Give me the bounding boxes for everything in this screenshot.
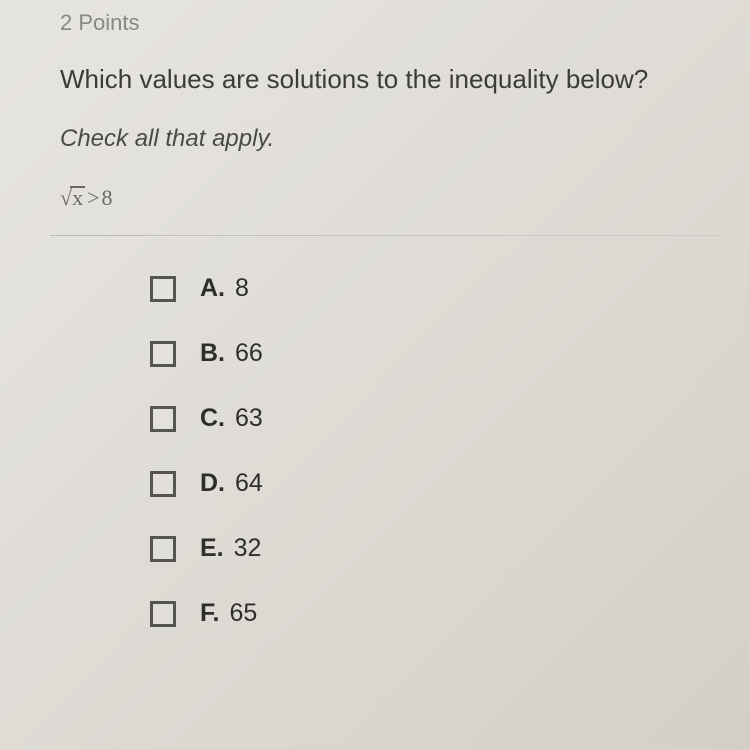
points-label: 2 Points — [60, 10, 710, 36]
option-row[interactable]: B. 66 — [150, 339, 710, 368]
checkbox[interactable] — [150, 471, 176, 497]
option-row[interactable]: F. 65 — [150, 599, 710, 628]
option-letter: F. — [200, 599, 219, 628]
operator: > — [87, 185, 99, 211]
divider — [50, 235, 720, 236]
option-value: 66 — [235, 339, 263, 368]
option-label: A. 8 — [200, 274, 249, 303]
rhs: 8 — [102, 185, 113, 211]
option-letter: B. — [200, 339, 225, 368]
option-letter: D. — [200, 469, 225, 498]
inequality-expression: √ x > 8 — [60, 185, 710, 211]
checkbox[interactable] — [150, 341, 176, 367]
option-letter: C. — [200, 404, 225, 433]
radicand: x — [70, 185, 85, 211]
option-row[interactable]: D. 64 — [150, 469, 710, 498]
option-label: E. 32 — [200, 534, 261, 563]
option-row[interactable]: A. 8 — [150, 274, 710, 303]
option-value: 32 — [234, 534, 262, 563]
option-label: C. 63 — [200, 404, 263, 433]
option-row[interactable]: E. 32 — [150, 534, 710, 563]
option-label: F. 65 — [200, 599, 257, 628]
option-letter: E. — [200, 534, 224, 563]
question-container: 2 Points Which values are solutions to t… — [0, 0, 750, 684]
checkbox[interactable] — [150, 276, 176, 302]
checkbox[interactable] — [150, 601, 176, 627]
option-value: 63 — [235, 404, 263, 433]
instruction-text: Check all that apply. — [60, 125, 710, 153]
option-value: 8 — [235, 274, 249, 303]
question-text: Which values are solutions to the inequa… — [60, 62, 710, 97]
option-letter: A. — [200, 274, 225, 303]
option-label: B. 66 — [200, 339, 263, 368]
checkbox[interactable] — [150, 536, 176, 562]
option-value: 64 — [235, 469, 263, 498]
options-list: A. 8 B. 66 C. 63 D. 64 — [60, 274, 710, 628]
option-label: D. 64 — [200, 469, 263, 498]
checkbox[interactable] — [150, 406, 176, 432]
option-value: 65 — [229, 599, 257, 628]
sqrt-icon: √ x — [60, 185, 85, 211]
option-row[interactable]: C. 63 — [150, 404, 710, 433]
